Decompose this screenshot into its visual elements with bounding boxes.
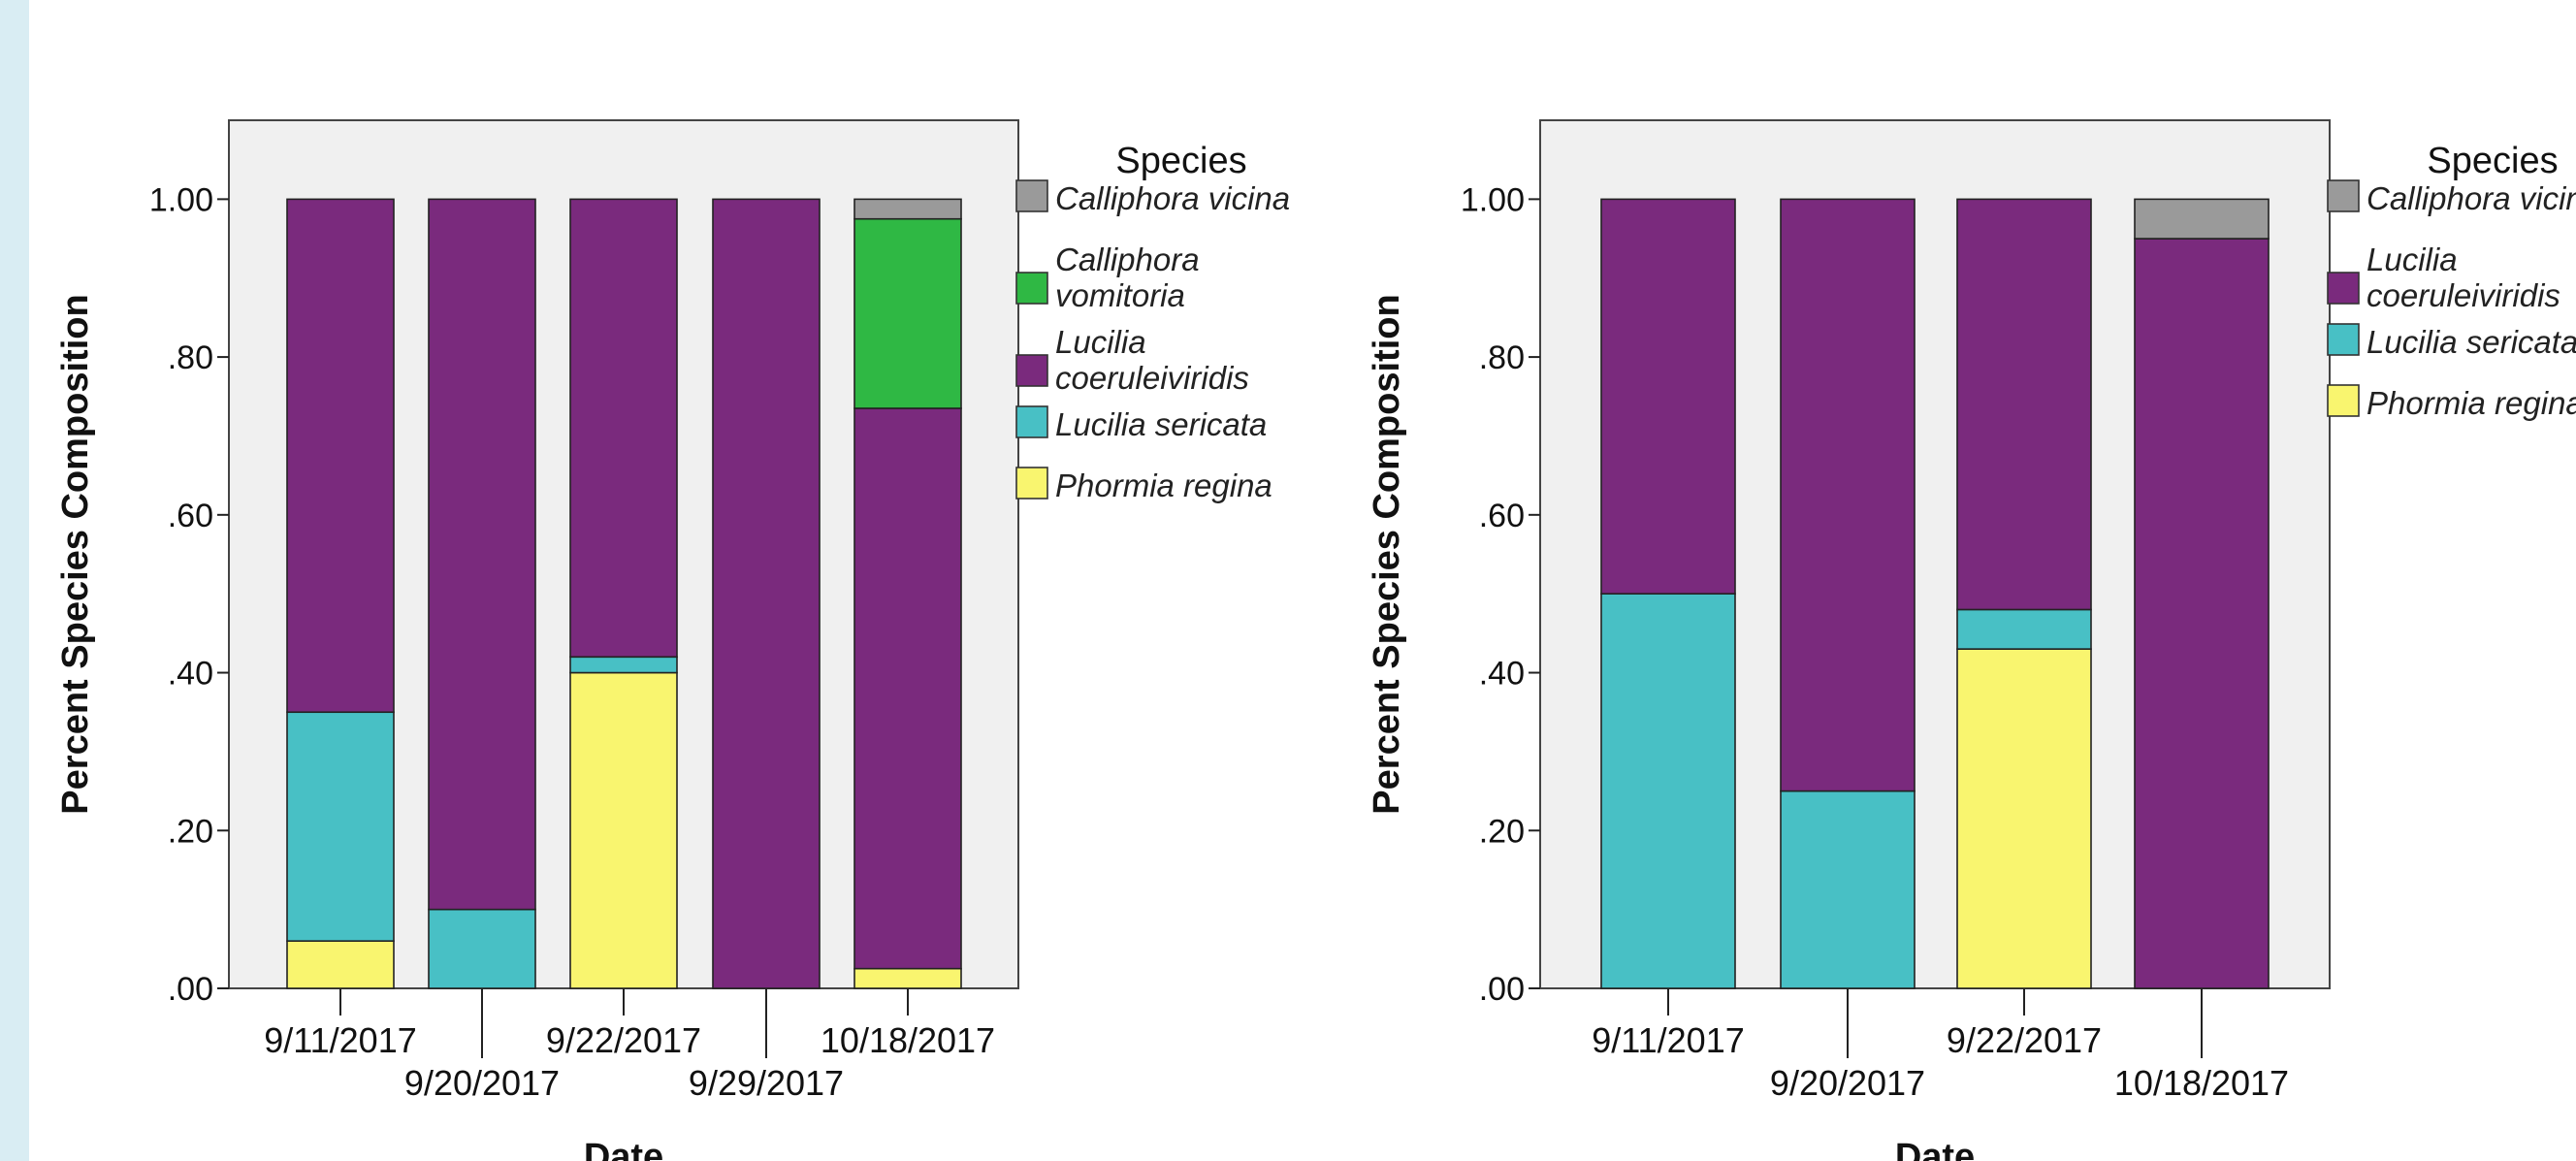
legend-label: Lucilia sericata — [2367, 324, 2576, 360]
legend-label: Lucilia — [2367, 242, 2458, 277]
bar-lucilia-coeruleiviridis-9-22-2017 — [1956, 198, 2092, 611]
legend-label: coeruleiviridis — [1055, 360, 1249, 396]
y-tick-label: .40 — [168, 656, 213, 693]
bar-lucilia-sericata-9-20-2017 — [428, 908, 536, 989]
x-tick-label: 9/20/2017 — [1770, 1063, 1925, 1103]
legend-title: Species — [2427, 141, 2558, 181]
legend-swatch-calliphora-vomitoria — [1015, 272, 1048, 305]
x-axis-label: Date — [584, 1137, 663, 1161]
legend-label: Calliphora vicina — [2367, 180, 2576, 216]
y-axis-label: Percent Species Composition — [1367, 294, 1407, 814]
legend-swatch-lucilia-sericata — [1015, 405, 1048, 438]
y-tick-label: .20 — [1479, 813, 1525, 850]
legend-label: coeruleiviridis — [2367, 277, 2560, 313]
bar-lucilia-sericata-9-11-2017 — [286, 711, 395, 942]
bar-phormia-regina-10-18-2017 — [853, 967, 962, 989]
bar-lucilia-coeruleiviridis-9-29-2017 — [712, 198, 821, 989]
y-tick-label: 1.00 — [1461, 181, 1525, 218]
x-axis-label: Date — [1895, 1137, 1975, 1161]
legend-swatch-phormia-regina — [1015, 467, 1048, 500]
bar-lucilia-coeruleiviridis-9-22-2017 — [569, 198, 678, 659]
y-tick-label: .00 — [1479, 971, 1525, 1008]
legend-title: Species — [1115, 141, 1246, 181]
y-tick-label: .80 — [1479, 339, 1525, 376]
bar-lucilia-coeruleiviridis-9-20-2017 — [428, 198, 536, 911]
y-tick-label: 1.00 — [149, 181, 213, 218]
bar-calliphora-vicina-10-18-2017 — [853, 198, 962, 220]
bar-lucilia-sericata-9-22-2017 — [569, 656, 678, 674]
y-tick-label: .00 — [168, 971, 213, 1008]
bar-lucilia-sericata-9-22-2017 — [1956, 608, 2092, 650]
chart-right: .00 .20 .40 .60 .80 1.00 Percent Species Compo… — [1367, 119, 2576, 1161]
y-tick-label: .20 — [168, 813, 213, 850]
bar-lucilia-sericata-9-11-2017 — [1600, 593, 1736, 989]
legend-label: Calliphora vicina — [1055, 180, 1290, 216]
legend-label: Lucilia — [1055, 324, 1146, 360]
bar-lucilia-coeruleiviridis-10-18-2017 — [2134, 238, 2270, 989]
x-tick-label: 9/11/2017 — [264, 1020, 416, 1060]
bar-lucilia-sericata-9-20-2017 — [1780, 790, 1916, 989]
legend-label: Lucilia sericata — [1055, 406, 1267, 442]
bar-lucilia-coeruleiviridis-9-20-2017 — [1780, 198, 1916, 792]
legend-swatch-lucilia-coeruleiviridis — [1015, 354, 1048, 387]
y-tick-label: .40 — [1479, 656, 1525, 693]
x-tick-label: 10/18/2017 — [2114, 1063, 2289, 1103]
x-tick-label: 10/18/2017 — [821, 1020, 995, 1060]
bar-calliphora-vicina-10-18-2017 — [2134, 198, 2270, 240]
x-tick-label: 9/29/2017 — [689, 1063, 844, 1103]
left-edge-strip — [0, 0, 29, 1161]
x-tick-label: 9/20/2017 — [404, 1063, 560, 1103]
legend-swatch-lucilia-sericata — [2327, 323, 2360, 356]
legend-swatch-calliphora-vicina — [2327, 179, 2360, 212]
legend-label: Phormia regina — [2367, 385, 2576, 421]
legend-swatch-lucilia-coeruleiviridis — [2327, 272, 2360, 305]
bar-phormia-regina-9-22-2017 — [569, 671, 678, 989]
bar-phormia-regina-9-22-2017 — [1956, 648, 2092, 989]
bar-calliphora-vomitoria-10-18-2017 — [853, 217, 962, 409]
y-tick-label: .80 — [168, 339, 213, 376]
x-tick-label: 9/11/2017 — [1592, 1020, 1744, 1060]
bar-lucilia-coeruleiviridis-10-18-2017 — [853, 407, 962, 970]
legend-swatch-calliphora-vicina — [1015, 179, 1048, 212]
y-axis-label: Percent Species Composition — [55, 294, 96, 814]
bar-lucilia-coeruleiviridis-9-11-2017 — [1600, 198, 1736, 595]
chart-left: .00 .20 .40 .60 .80 1.00 Percent Species Compo… — [55, 119, 1290, 1161]
legend-swatch-phormia-regina — [2327, 384, 2360, 417]
y-tick-label: .60 — [1479, 498, 1525, 534]
y-tick-label: .60 — [168, 498, 213, 534]
x-tick-label: 9/22/2017 — [546, 1020, 701, 1060]
legend-label: vomitoria — [1055, 277, 1185, 313]
legend-label: Phormia regina — [1055, 468, 1272, 503]
bar-lucilia-coeruleiviridis-9-11-2017 — [286, 198, 395, 714]
x-tick-label: 9/22/2017 — [1947, 1020, 2102, 1060]
legend-label: Calliphora — [1055, 242, 1200, 277]
bar-phormia-regina-9-11-2017 — [286, 940, 395, 989]
